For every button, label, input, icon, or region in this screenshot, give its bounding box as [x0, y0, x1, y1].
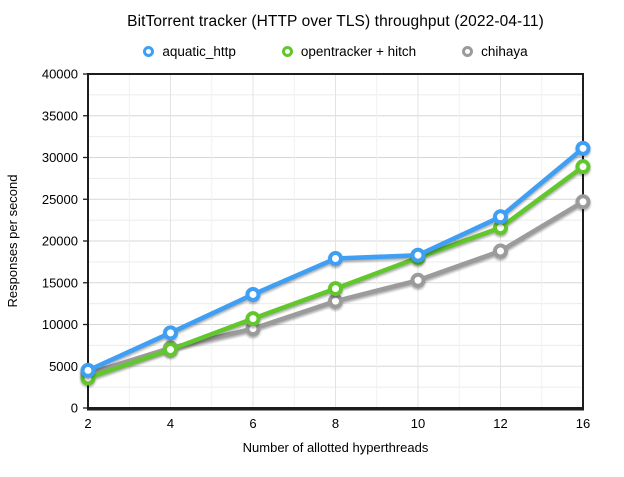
y-tick-label: 0	[71, 401, 78, 416]
x-tick-label: 2	[84, 416, 91, 431]
data-point-marker	[163, 342, 178, 358]
data-point-marker	[493, 209, 508, 225]
legend-marker-icon	[462, 46, 474, 57]
data-point-marker	[328, 281, 343, 297]
data-point-marker	[575, 140, 591, 156]
data-point-marker	[575, 194, 591, 210]
legend-label: aquatic_http	[162, 44, 236, 59]
y-tick-label: 40000	[42, 67, 78, 82]
legend-label: chihaya	[481, 44, 528, 59]
chart-title: BitTorrent tracker (HTTP over TLS) throu…	[127, 13, 544, 30]
y-tick-label: 20000	[42, 234, 78, 249]
y-tick-label: 30000	[42, 150, 78, 165]
y-axis-title: Responses per second	[5, 175, 20, 308]
series-aquatic_http	[80, 140, 591, 378]
y-tick-label: 35000	[42, 108, 78, 123]
data-point-marker	[410, 272, 426, 288]
x-tick-label: 8	[332, 416, 339, 431]
data-point-marker	[410, 247, 426, 263]
data-point-marker	[493, 243, 508, 259]
data-point-marker	[245, 286, 261, 302]
legend-item-aquatic_http: aquatic_http	[143, 44, 236, 59]
legend-item-chihaya: chihaya	[462, 44, 528, 59]
y-tick-label: 10000	[42, 317, 78, 332]
x-axis-title: Number of allotted hyperthreads	[243, 440, 429, 455]
data-point-marker	[163, 325, 178, 341]
x-tick-label: 4	[167, 416, 174, 431]
legend-item-opentracker-hitch: opentracker + hitch	[281, 44, 417, 59]
x-tick-label: 6	[249, 416, 256, 431]
legend-marker-icon	[143, 46, 155, 57]
data-point-marker	[80, 362, 96, 378]
x-tick-label: 10	[411, 416, 425, 431]
y-tick-label: 5000	[49, 359, 78, 374]
chart-legend: aquatic_http opentracker + hitch chihaya	[47, 44, 624, 59]
x-tick-label: 12	[493, 416, 507, 431]
x-tick-label: 16	[576, 416, 590, 431]
legend-label: opentracker + hitch	[300, 44, 417, 59]
data-point-marker	[245, 311, 261, 327]
legend-marker-icon	[281, 46, 293, 57]
data-point-marker	[575, 159, 591, 175]
y-tick-label: 15000	[42, 275, 78, 290]
data-point-marker	[328, 293, 343, 309]
data-point-marker	[328, 251, 343, 267]
y-tick-label: 25000	[42, 192, 78, 207]
